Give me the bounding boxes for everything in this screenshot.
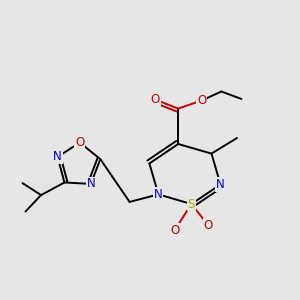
Text: N: N xyxy=(86,177,95,190)
Text: O: O xyxy=(197,94,206,107)
Text: O: O xyxy=(151,93,160,106)
Text: S: S xyxy=(188,197,195,211)
Text: O: O xyxy=(75,136,84,149)
Text: O: O xyxy=(170,224,179,237)
Text: N: N xyxy=(53,150,62,164)
Text: N: N xyxy=(216,178,225,191)
Text: O: O xyxy=(204,219,213,232)
Text: N: N xyxy=(154,188,163,201)
